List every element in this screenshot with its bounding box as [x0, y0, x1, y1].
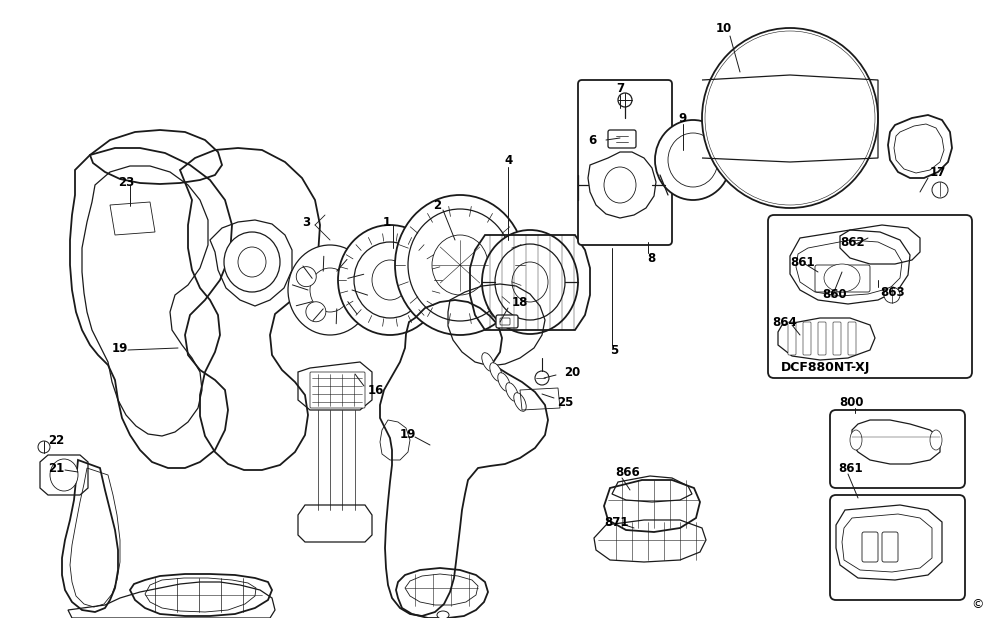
Ellipse shape — [482, 353, 494, 371]
Ellipse shape — [711, 37, 869, 199]
Ellipse shape — [655, 120, 731, 200]
Text: 23: 23 — [118, 176, 134, 188]
Ellipse shape — [752, 78, 828, 158]
Text: 8: 8 — [647, 252, 655, 265]
Text: 860: 860 — [822, 287, 847, 300]
Text: DCF880NT-XJ: DCF880NT-XJ — [781, 362, 871, 375]
Text: 9: 9 — [678, 111, 686, 124]
Ellipse shape — [702, 28, 878, 208]
Ellipse shape — [310, 268, 350, 312]
Ellipse shape — [506, 383, 518, 401]
Ellipse shape — [930, 430, 942, 450]
Ellipse shape — [338, 225, 442, 335]
Ellipse shape — [306, 302, 326, 322]
FancyBboxPatch shape — [578, 80, 672, 245]
Ellipse shape — [512, 262, 548, 302]
FancyBboxPatch shape — [788, 322, 796, 355]
Text: 16: 16 — [368, 384, 384, 397]
Ellipse shape — [395, 195, 525, 335]
Ellipse shape — [490, 363, 502, 381]
FancyBboxPatch shape — [830, 495, 965, 600]
Ellipse shape — [716, 42, 864, 194]
Text: 18: 18 — [512, 295, 528, 308]
Ellipse shape — [372, 260, 408, 300]
Ellipse shape — [495, 244, 565, 320]
FancyBboxPatch shape — [818, 322, 826, 355]
Text: 861: 861 — [838, 462, 863, 475]
Text: 866: 866 — [615, 467, 640, 480]
FancyBboxPatch shape — [803, 322, 811, 355]
Ellipse shape — [708, 34, 872, 202]
Ellipse shape — [618, 93, 632, 107]
Ellipse shape — [668, 133, 718, 187]
Ellipse shape — [514, 392, 526, 412]
FancyBboxPatch shape — [815, 265, 870, 292]
Text: 17: 17 — [930, 166, 946, 179]
Ellipse shape — [50, 459, 78, 491]
FancyBboxPatch shape — [310, 372, 365, 408]
Ellipse shape — [535, 371, 549, 385]
Text: 21: 21 — [48, 462, 64, 475]
FancyBboxPatch shape — [768, 215, 972, 378]
Ellipse shape — [437, 611, 449, 618]
Ellipse shape — [224, 232, 280, 292]
Ellipse shape — [432, 235, 488, 295]
Text: 6: 6 — [588, 133, 596, 146]
Text: 7: 7 — [616, 82, 624, 95]
Ellipse shape — [38, 441, 50, 453]
FancyBboxPatch shape — [862, 532, 878, 562]
Text: 4: 4 — [504, 153, 512, 166]
Ellipse shape — [932, 182, 948, 198]
Ellipse shape — [604, 167, 636, 203]
Text: 22: 22 — [48, 433, 64, 446]
Ellipse shape — [884, 287, 900, 303]
FancyBboxPatch shape — [882, 532, 898, 562]
Ellipse shape — [498, 373, 510, 391]
Text: 862: 862 — [840, 235, 865, 248]
Text: 25: 25 — [557, 396, 573, 408]
Ellipse shape — [345, 292, 365, 312]
Ellipse shape — [705, 31, 875, 205]
Text: 864: 864 — [772, 316, 797, 329]
FancyBboxPatch shape — [496, 315, 518, 328]
FancyBboxPatch shape — [848, 322, 856, 355]
Text: 20: 20 — [564, 366, 580, 379]
Ellipse shape — [850, 430, 862, 450]
FancyBboxPatch shape — [830, 410, 965, 488]
Ellipse shape — [408, 209, 512, 321]
Text: 5: 5 — [610, 344, 618, 357]
Ellipse shape — [296, 266, 316, 287]
Text: 871: 871 — [604, 517, 629, 530]
Text: 3: 3 — [302, 216, 310, 229]
Ellipse shape — [354, 242, 426, 318]
FancyBboxPatch shape — [833, 322, 841, 355]
Ellipse shape — [714, 40, 866, 196]
Ellipse shape — [288, 245, 372, 335]
Ellipse shape — [238, 247, 266, 277]
Text: 19: 19 — [112, 342, 128, 355]
Text: 800: 800 — [840, 396, 864, 408]
Text: 2: 2 — [433, 198, 441, 211]
Text: 861: 861 — [790, 255, 815, 268]
FancyBboxPatch shape — [500, 318, 510, 325]
Text: 19: 19 — [400, 428, 416, 441]
Ellipse shape — [482, 230, 578, 334]
Text: 1: 1 — [383, 216, 391, 229]
FancyBboxPatch shape — [608, 130, 636, 148]
Ellipse shape — [735, 61, 845, 175]
Text: ©: © — [971, 598, 984, 611]
Text: 10: 10 — [716, 22, 732, 35]
Ellipse shape — [824, 264, 860, 292]
Text: 863: 863 — [880, 286, 905, 298]
